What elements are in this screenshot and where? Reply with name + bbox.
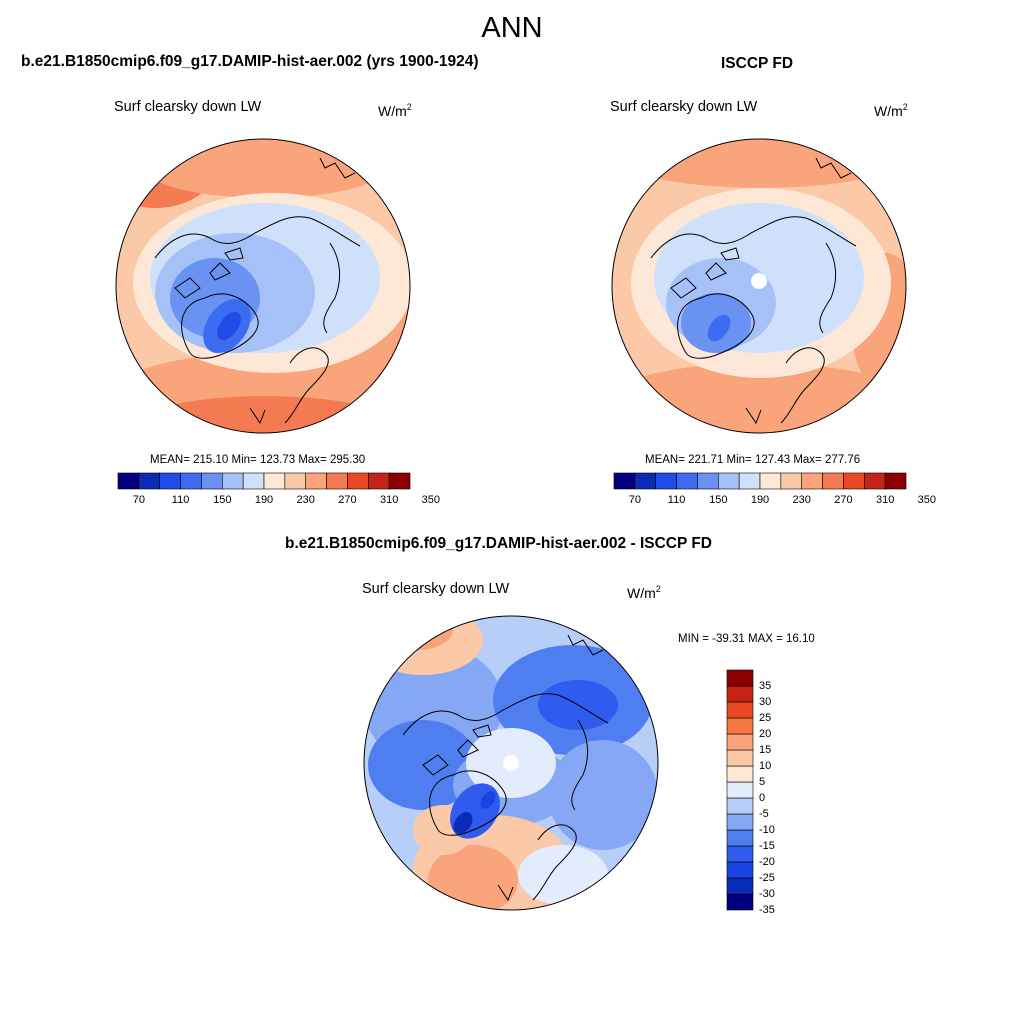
colorbar-swatch (326, 472, 348, 490)
colorbar-swatch (822, 472, 844, 490)
colorbar-swatch (305, 472, 327, 490)
colorbar-tick-label: 15 (759, 744, 772, 756)
colorbar-swatch (613, 472, 636, 490)
colorbar-tick-label: 270 (338, 494, 357, 506)
colorbar-swatch (863, 472, 886, 490)
panel-1-stats: MEAN= 215.10 Min= 123.73 Max= 295.30 (150, 454, 366, 466)
colorbar-tick-label: -20 (759, 856, 775, 868)
colorbar-swatch (367, 472, 390, 490)
colorbar-swatch (221, 472, 244, 490)
colorbar-swatch (726, 685, 754, 703)
colorbar-tick-label: 70 (628, 494, 641, 506)
colorbar-tick-label: 270 (834, 494, 853, 506)
colorbar-swatch (726, 669, 754, 687)
panel-1-title: b.e21.B1850cmip6.f09_g17.DAMIP-hist-aer.… (21, 53, 479, 70)
colorbar-swatch (726, 797, 754, 815)
colorbar-swatch (843, 472, 865, 490)
colorbar-swatch (726, 717, 754, 735)
panel-2-colorbar-ticks: 70 110 150 190 230 270 310 350 (614, 494, 936, 508)
colorbar-swatch (780, 472, 803, 490)
colorbar-swatch (180, 472, 202, 490)
colorbar-swatch (634, 472, 657, 490)
colorbar-swatch (138, 472, 161, 490)
colorbar-swatch (726, 877, 754, 895)
colorbar-swatch (159, 472, 181, 490)
colorbar-tick-label: 350 (917, 494, 937, 506)
colorbar-tick-label: 350 (421, 494, 441, 506)
colorbar-swatch (284, 472, 307, 490)
colorbar-tick-label: 0 (759, 792, 766, 804)
colorbar-tick-label: -5 (759, 808, 769, 820)
colorbar-swatch (726, 861, 754, 879)
colorbar-tick-label: 110 (171, 494, 190, 506)
colorbar-tick-label: 190 (750, 494, 770, 506)
colorbar-tick-label: -10 (759, 824, 775, 836)
colorbar-swatch (201, 472, 223, 490)
colorbar-tick-label: -30 (759, 888, 775, 900)
colorbar-swatch (347, 472, 369, 490)
colorbar-swatch (717, 472, 740, 490)
panel-2-variable-label: Surf clearsky down LW (610, 99, 758, 115)
panel-3-stats: MIN = -39.31 MAX = 16.10 (678, 633, 815, 645)
colorbar-tick-label: 10 (759, 760, 772, 772)
colorbar-tick-label: 70 (132, 494, 145, 506)
panel-1-units: W/m2 (378, 102, 412, 119)
colorbar-swatch (726, 701, 754, 719)
panel-2-units: W/m2 (874, 102, 908, 119)
colorbar-tick-label: 35 (759, 680, 772, 692)
panel-2-polar-map (611, 138, 907, 434)
panel-3-colorbar (726, 669, 754, 911)
colorbar-tick-label: 190 (254, 494, 274, 506)
colorbar-swatch (801, 472, 823, 490)
colorbar-tick-label: 230 (792, 494, 811, 506)
panel-1-variable-label: Surf clearsky down LW (114, 99, 262, 115)
colorbar-tick-label: 5 (759, 776, 766, 788)
colorbar-tick-label: 30 (759, 696, 772, 708)
panel-3-polar-map (363, 615, 659, 911)
colorbar-swatch (884, 472, 907, 490)
colorbar-swatch (726, 781, 754, 799)
colorbar-swatch (242, 472, 265, 490)
colorbar-swatch (726, 813, 754, 831)
colorbar-swatch (655, 472, 677, 490)
colorbar-swatch (726, 829, 754, 847)
colorbar-tick-label: 230 (296, 494, 315, 506)
panel-1-polar-map (115, 138, 411, 434)
colorbar-swatch (676, 472, 698, 490)
colorbar-swatch (726, 765, 754, 783)
panel-1-colorbar (117, 472, 411, 490)
colorbar-tick-label: -15 (759, 840, 775, 852)
colorbar-swatch (263, 472, 286, 490)
panel-3-colorbar-ticks: 35 30 25 20 15 10 5 0 -5 -10 -15 -20 -25 -30 -35 (759, 670, 799, 916)
colorbar-tick-label: 150 (709, 494, 728, 506)
colorbar-tick-label: 25 (759, 712, 772, 724)
colorbar-tick-label: 110 (667, 494, 686, 506)
panel-2-stats: MEAN= 221.71 Min= 127.43 Max= 277.76 (645, 454, 861, 466)
colorbar-swatch (117, 472, 140, 490)
colorbar-swatch (738, 472, 761, 490)
colorbar-swatch (759, 472, 782, 490)
colorbar-swatch (726, 893, 754, 911)
colorbar-swatch (726, 749, 754, 767)
figure-title: ANN (481, 12, 543, 44)
colorbar-tick-label: 20 (759, 728, 772, 740)
panel-2-colorbar (613, 472, 907, 490)
colorbar-swatch (726, 845, 754, 863)
colorbar-tick-label: 310 (875, 494, 895, 506)
panel-3-units: W/m2 (627, 584, 661, 601)
colorbar-tick-label: 150 (213, 494, 232, 506)
panel-2-title: ISCCP FD (721, 55, 794, 72)
colorbar-swatch (726, 733, 754, 751)
colorbar-tick-label: 310 (379, 494, 399, 506)
panel-3-title: b.e21.B1850cmip6.f09_g17.DAMIP-hist-aer.… (285, 535, 712, 552)
colorbar-tick-label: -35 (759, 904, 775, 916)
panel-1-colorbar-ticks: 70 110 150 190 230 270 310 350 (118, 494, 440, 508)
colorbar-tick-label: -25 (759, 872, 775, 884)
colorbar-swatch (388, 472, 411, 490)
panel-3-variable-label: Surf clearsky down LW (362, 581, 510, 597)
colorbar-swatch (697, 472, 719, 490)
